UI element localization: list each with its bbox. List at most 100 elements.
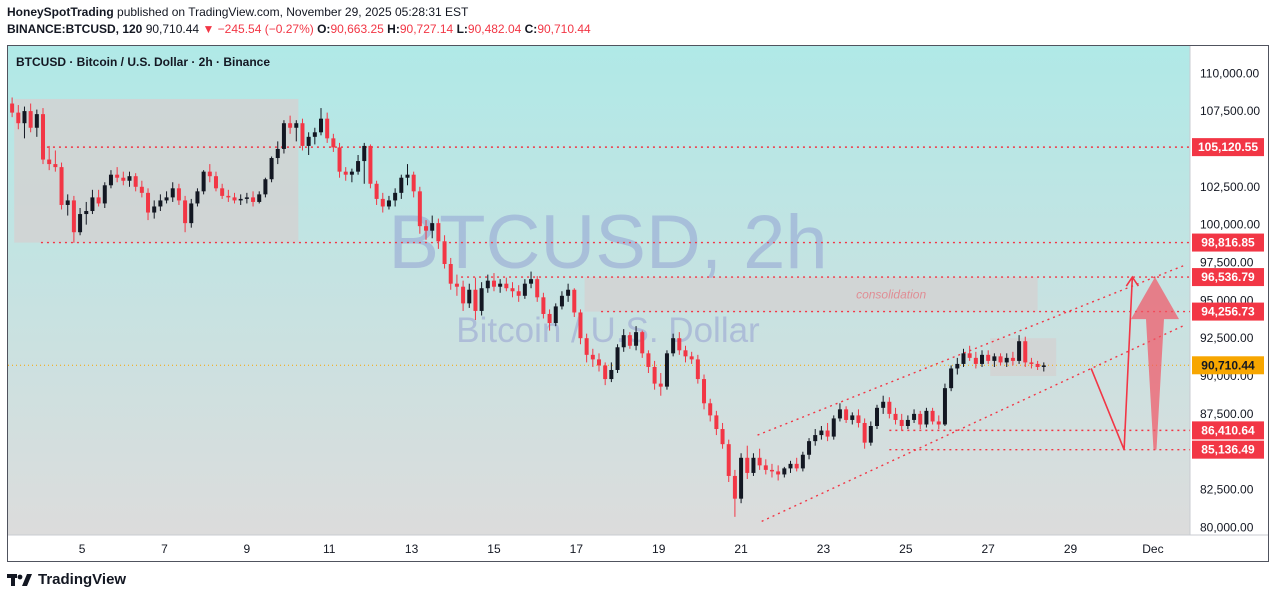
candle-body-14 bbox=[96, 197, 101, 204]
chart-title: BTCUSD · Bitcoin / U.S. Dollar · 2h · Bi… bbox=[16, 55, 270, 69]
y-tick-label-8: 87,500.00 bbox=[1200, 407, 1254, 421]
y-tick-label-1: 107,500.00 bbox=[1200, 104, 1260, 118]
candle-body-42 bbox=[269, 158, 274, 180]
level-label-box-5 bbox=[1192, 440, 1264, 459]
candle-body-78 bbox=[491, 280, 496, 287]
x-tick-label-8: 21 bbox=[734, 542, 748, 556]
candle-body-149 bbox=[930, 410, 935, 422]
candle-body-115 bbox=[720, 429, 725, 445]
x-tick-label-2: 9 bbox=[244, 542, 251, 556]
candle-body-1 bbox=[16, 112, 21, 124]
zone-box-0 bbox=[14, 98, 299, 243]
candle-body-121 bbox=[757, 457, 762, 466]
candle-body-105 bbox=[658, 383, 663, 387]
high-key: H: bbox=[387, 22, 400, 36]
candle-body-72 bbox=[454, 283, 459, 287]
candle-body-127 bbox=[794, 463, 799, 469]
candle-body-83 bbox=[522, 283, 527, 296]
candle-body-147 bbox=[918, 413, 923, 425]
author-name[interactable]: HoneySpotTrading bbox=[7, 5, 114, 19]
candle-body-132 bbox=[825, 430, 830, 437]
candle-body-35 bbox=[226, 195, 231, 198]
candle-body-25 bbox=[164, 197, 169, 201]
candle-body-118 bbox=[739, 457, 744, 499]
candle-body-63 bbox=[399, 177, 404, 193]
candle-body-31 bbox=[201, 171, 206, 192]
candle-body-0 bbox=[10, 103, 15, 113]
candle-body-106 bbox=[664, 353, 669, 387]
candle-body-87 bbox=[547, 313, 552, 324]
candle-body-47 bbox=[300, 123, 305, 146]
candle-body-139 bbox=[868, 425, 873, 443]
candle-body-117 bbox=[732, 475, 737, 499]
candle-body-90 bbox=[566, 289, 571, 296]
candle-body-111 bbox=[695, 359, 700, 380]
price-axis-background bbox=[1190, 46, 1268, 535]
candle-body-10 bbox=[71, 200, 76, 233]
candle-body-52 bbox=[331, 138, 336, 148]
level-label-5: 85,136.49 bbox=[1201, 443, 1255, 457]
candle-body-159 bbox=[992, 356, 997, 361]
y-tick-label-0: 110,000.00 bbox=[1200, 66, 1259, 80]
candle-body-19 bbox=[127, 176, 132, 181]
candle-body-21 bbox=[139, 186, 144, 193]
candle-body-62 bbox=[393, 192, 398, 201]
candle-body-16 bbox=[108, 174, 113, 186]
candle-body-102 bbox=[640, 332, 645, 354]
candle-body-131 bbox=[819, 430, 824, 436]
candle-body-94 bbox=[590, 354, 595, 360]
candle-body-152 bbox=[949, 368, 954, 389]
x-tick-label-3: 11 bbox=[323, 542, 336, 556]
candle-body-157 bbox=[980, 354, 985, 364]
target-big-arrow bbox=[1130, 277, 1179, 450]
x-tick-label-4: 13 bbox=[405, 542, 419, 556]
chart-panel[interactable]: BTCUSD, 2h Bitcoin / U.S. Dollar consolida… bbox=[7, 45, 1269, 562]
candle-body-48 bbox=[306, 136, 311, 146]
level-label-box-1 bbox=[1192, 233, 1264, 252]
candle-body-158 bbox=[986, 354, 991, 361]
candle-body-91 bbox=[572, 289, 577, 313]
candle-body-13 bbox=[90, 197, 95, 212]
candle-body-39 bbox=[251, 197, 256, 202]
y-tick-label-4: 97,500.00 bbox=[1200, 255, 1254, 269]
candle-body-53 bbox=[337, 147, 342, 172]
last-price-label-box bbox=[1192, 356, 1264, 375]
level-label-box-0 bbox=[1192, 138, 1264, 157]
candle-body-141 bbox=[881, 401, 886, 408]
candle-body-165 bbox=[1029, 362, 1034, 364]
candle-body-61 bbox=[386, 200, 391, 207]
candle-body-101 bbox=[634, 332, 639, 346]
candle-body-125 bbox=[782, 468, 787, 475]
candle-body-28 bbox=[183, 200, 188, 224]
time-axis-background bbox=[8, 535, 1268, 561]
candle-body-112 bbox=[702, 379, 707, 404]
x-tick-label-10: 25 bbox=[899, 542, 913, 556]
level-label-2: 96,536.79 bbox=[1201, 270, 1255, 284]
candle-body-124 bbox=[776, 471, 781, 475]
candle-body-51 bbox=[325, 118, 330, 139]
candle-body-49 bbox=[312, 132, 317, 137]
candle-body-100 bbox=[627, 335, 632, 346]
projection-arrowhead bbox=[1125, 275, 1140, 287]
candle-body-119 bbox=[745, 457, 750, 473]
candle-body-95 bbox=[597, 359, 601, 366]
x-tick-label-9: 23 bbox=[817, 542, 831, 556]
y-tick-label-6: 92,500.00 bbox=[1200, 331, 1254, 345]
candle-body-80 bbox=[504, 283, 509, 289]
candle-body-23 bbox=[152, 206, 157, 213]
candle-body-12 bbox=[84, 211, 89, 215]
x-tick-label-7: 19 bbox=[652, 542, 666, 556]
candle-body-26 bbox=[170, 188, 175, 198]
y-tick-label-10: 80,000.00 bbox=[1200, 520, 1254, 534]
candle-body-34 bbox=[220, 188, 225, 196]
candle-body-44 bbox=[281, 123, 286, 149]
level-label-4: 86,410.64 bbox=[1201, 423, 1255, 437]
candle-body-57 bbox=[362, 145, 367, 162]
candle-body-137 bbox=[856, 415, 861, 423]
channel-line-0 bbox=[757, 264, 1187, 436]
candle-body-66 bbox=[417, 191, 422, 227]
candle-body-82 bbox=[516, 291, 521, 296]
candle-body-104 bbox=[652, 366, 657, 384]
candle-body-38 bbox=[244, 197, 249, 199]
